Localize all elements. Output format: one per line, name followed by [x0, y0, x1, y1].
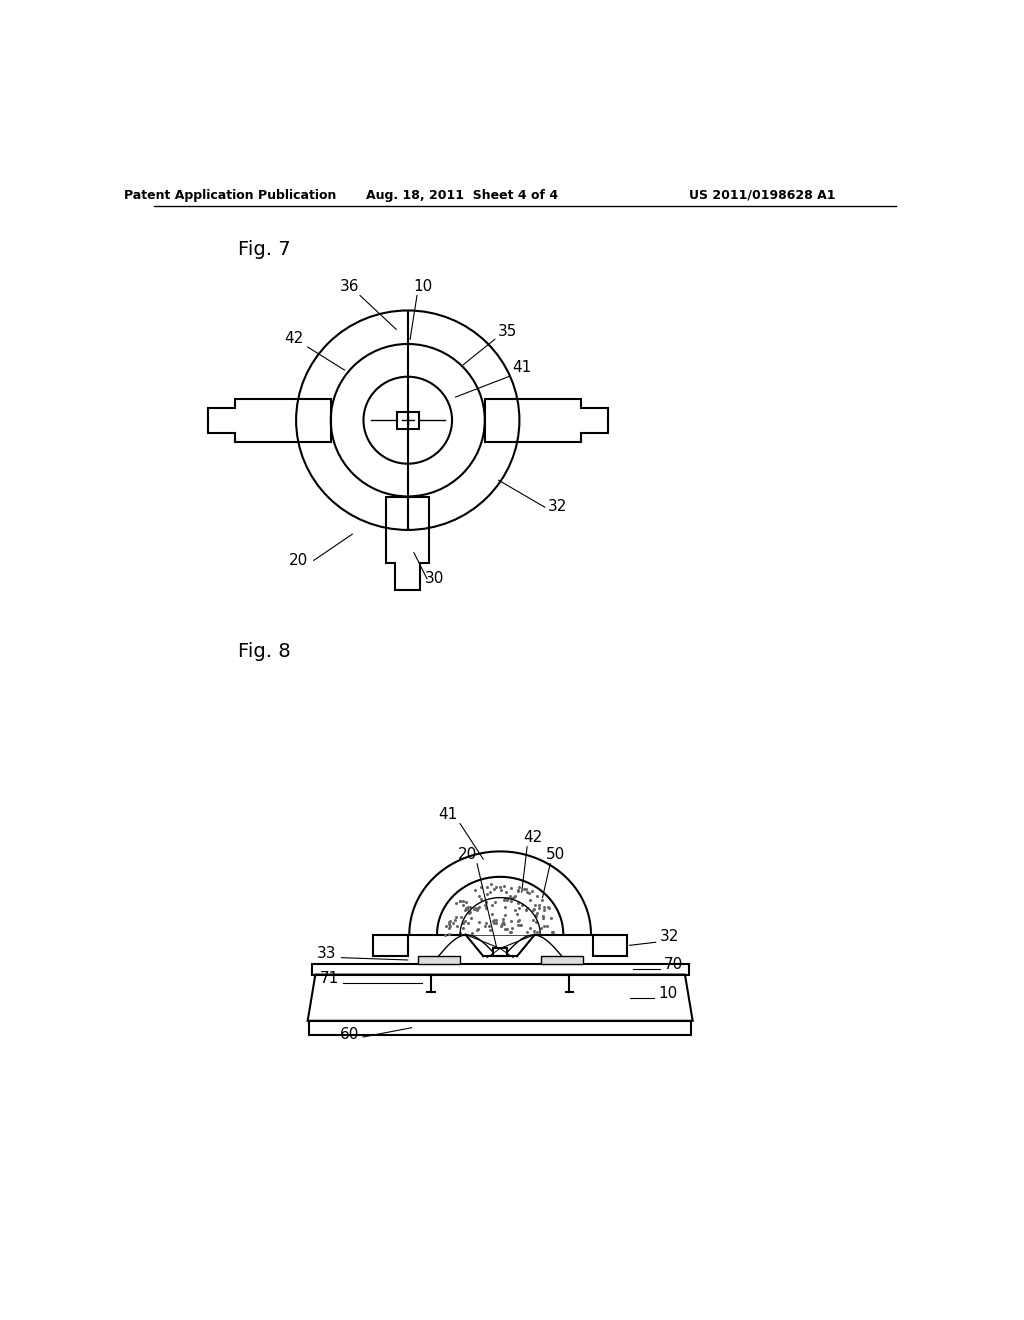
Text: 41: 41 [512, 360, 531, 375]
Text: 10: 10 [414, 279, 433, 294]
Text: 33: 33 [317, 945, 337, 961]
Text: 36: 36 [340, 279, 359, 294]
Text: 50: 50 [546, 847, 565, 862]
Text: 41: 41 [438, 807, 458, 822]
Bar [397, 412, 419, 429]
Text: Fig. 7: Fig. 7 [239, 240, 291, 259]
Text: 71: 71 [319, 972, 339, 986]
Text: 32: 32 [659, 929, 679, 944]
Text: US 2011/0198628 A1: US 2011/0198628 A1 [689, 189, 836, 202]
Text: 20: 20 [458, 847, 477, 862]
Text: 70: 70 [664, 957, 683, 973]
Text: 32: 32 [548, 499, 567, 513]
Text: Fig. 8: Fig. 8 [239, 642, 291, 661]
Text: Aug. 18, 2011  Sheet 4 of 4: Aug. 18, 2011 Sheet 4 of 4 [366, 189, 558, 202]
Bar [311, 964, 689, 974]
Text: 20: 20 [289, 553, 308, 568]
Bar [593, 935, 628, 956]
Bar [494, 948, 507, 956]
Text: 30: 30 [425, 572, 444, 586]
Text: 35: 35 [498, 323, 517, 338]
Text: 10: 10 [658, 986, 678, 1001]
Bar [541, 956, 584, 964]
Text: Patent Application Publication: Patent Application Publication [125, 189, 337, 202]
Bar [309, 1020, 691, 1035]
Bar [418, 956, 460, 964]
Text: 42: 42 [523, 830, 542, 845]
Bar [373, 935, 408, 956]
Text: 42: 42 [285, 331, 303, 346]
Text: 60: 60 [340, 1027, 359, 1041]
